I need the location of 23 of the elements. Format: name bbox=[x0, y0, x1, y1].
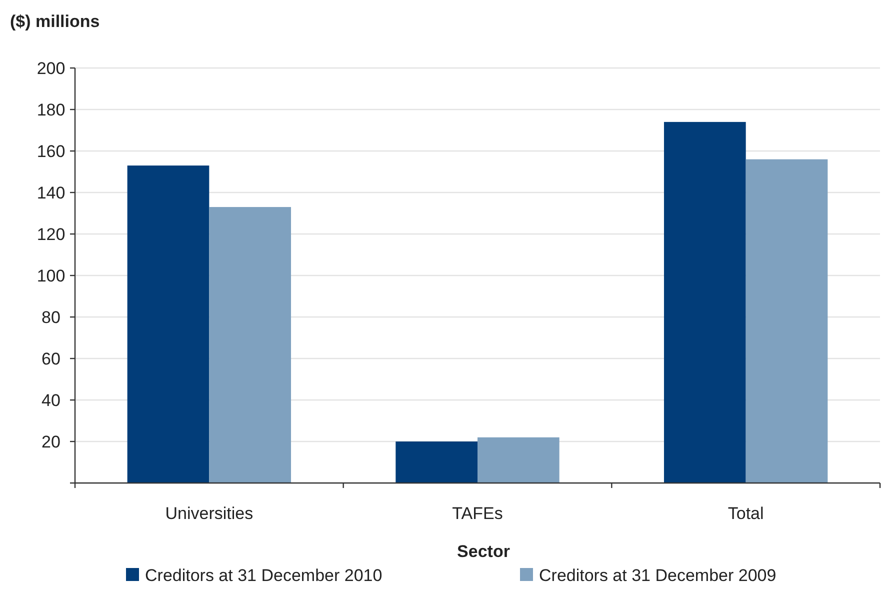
y-tick-label: 80 bbox=[42, 308, 60, 327]
bar bbox=[127, 166, 210, 483]
y-tick-label: 60 bbox=[42, 349, 60, 368]
y-tick-label: 160 bbox=[36, 142, 66, 161]
bar bbox=[478, 437, 560, 483]
y-axis-title: ($) millions bbox=[10, 12, 100, 31]
x-tick-label: TAFEs bbox=[452, 504, 503, 523]
y-tick-label: 180 bbox=[36, 100, 66, 120]
bar bbox=[209, 207, 292, 483]
y-tick-label: 120 bbox=[36, 224, 66, 244]
y-tick-label: 40 bbox=[42, 390, 60, 410]
legend-label: Creditors at 31 December 2010 bbox=[145, 566, 382, 585]
bar bbox=[664, 122, 746, 483]
y-tick-label: 140 bbox=[36, 183, 66, 202]
x-tick-label: Universities bbox=[165, 504, 254, 523]
legend-label: Creditors at 31 December 2009 bbox=[539, 566, 776, 585]
y-tick-label: 20 bbox=[42, 432, 60, 452]
x-axis-title: Sector bbox=[457, 542, 510, 561]
x-tick-label: Total bbox=[728, 504, 764, 523]
bar bbox=[396, 442, 478, 483]
y-tick-label: 200 bbox=[36, 58, 66, 78]
bar bbox=[746, 159, 828, 483]
y-tick-label: 100 bbox=[36, 266, 66, 286]
